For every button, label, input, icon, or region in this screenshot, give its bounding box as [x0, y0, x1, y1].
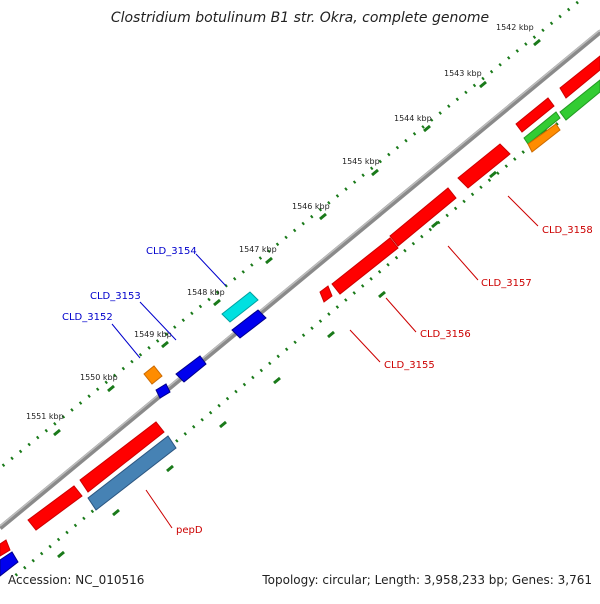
tick-label: 1551 kbp [26, 412, 64, 421]
major-tick [53, 428, 61, 437]
tick-label: 1544 kbp [394, 114, 432, 123]
gene-blue-small[interactable] [155, 383, 171, 399]
tick-label: 1542 kbp [496, 23, 534, 32]
inner-major-tick [327, 330, 335, 339]
gene-label-pepd: pepD [176, 525, 203, 536]
genome-backbone-highlight [0, 29, 600, 527]
gene-cld3157[interactable] [389, 187, 457, 247]
inner-major-tick [489, 170, 497, 179]
gene-blue-1548[interactable] [231, 309, 267, 339]
tick-label: 1545 kbp [342, 157, 380, 166]
gene-label-cld3156: CLD_3156 [420, 329, 471, 340]
gene-pepd[interactable] [87, 435, 177, 511]
gene-label-cld3152: CLD_3152 [62, 312, 113, 323]
tick-labels: 1542 kbp 1543 kbp 1544 kbp 1545 kbp 1546… [26, 23, 534, 421]
outer-dotted-line [0, 0, 579, 470]
tick-label: 1547 kbp [239, 245, 277, 254]
gene-blue-edge[interactable] [0, 551, 19, 577]
gene-green-2[interactable] [523, 111, 561, 145]
inner-major-tick [57, 550, 65, 559]
major-tick [319, 212, 327, 221]
leader-lines [111, 195, 539, 529]
genome-summary: Topology: circular; Length: 3,958,233 bp… [262, 573, 592, 587]
gene-cld3152[interactable] [143, 365, 163, 385]
inner-tick-track [9, 86, 600, 582]
gene-label-cld3154: CLD_3154 [146, 246, 197, 257]
inner-major-tick [166, 464, 174, 473]
gene-red-edge[interactable] [0, 539, 11, 557]
gene-red[interactable] [515, 97, 555, 133]
tick-label: 1549 kbp [134, 330, 172, 339]
leader-cld3153 [139, 301, 177, 341]
leader-cld3158 [507, 195, 539, 227]
inner-major-tick [378, 290, 386, 299]
gene-label-cld3153: CLD_3153 [90, 291, 141, 302]
major-tick [107, 384, 115, 393]
major-tick [161, 340, 169, 349]
gene-red-bottom-left[interactable] [27, 485, 83, 531]
outer-tick-track [0, 0, 579, 470]
gene-orange-right[interactable] [527, 123, 561, 153]
leader-pepd [145, 489, 173, 529]
tick-label: 1548 kbp [187, 288, 225, 297]
major-tick [479, 80, 487, 89]
gene-label-cld3158: CLD_3158 [542, 225, 593, 236]
gene-red-pepd-upper[interactable] [79, 421, 165, 493]
leader-cld3157 [447, 245, 479, 281]
gene-label-cld3155: CLD_3155 [384, 360, 435, 371]
gene-cld3158[interactable] [457, 143, 511, 189]
gene-cld3155[interactable] [319, 285, 333, 303]
map-title: Clostridium botulinum B1 str. Okra, comp… [110, 10, 490, 26]
gene-green[interactable] [559, 79, 600, 121]
gene-cld3153[interactable] [175, 355, 207, 383]
leader-cld3156 [385, 297, 417, 333]
inner-major-tick [273, 376, 281, 385]
major-tick [213, 298, 221, 307]
gene-red-top[interactable] [559, 55, 600, 99]
gene-cld3156[interactable] [331, 237, 399, 295]
major-tick [423, 124, 431, 133]
gene-labels: CLD_3154 CLD_3153 CLD_3152 CLD_3158 CLD_… [62, 225, 593, 536]
gene-cld3154[interactable] [221, 291, 259, 323]
accession-label: Accession: NC_010516 [8, 573, 145, 587]
inner-major-tick [431, 220, 439, 229]
inner-major-tick [219, 420, 227, 429]
gene-label-cld3157: CLD_3157 [481, 278, 532, 289]
leader-cld3152 [111, 323, 141, 359]
tick-label: 1543 kbp [444, 69, 482, 78]
major-tick [265, 256, 273, 265]
major-tick [371, 168, 379, 177]
leader-cld3155 [349, 329, 381, 363]
tick-label: 1550 kbp [80, 373, 118, 382]
forward-genes [143, 55, 600, 399]
leader-cld3154 [195, 253, 227, 287]
tick-label: 1546 kbp [292, 202, 330, 211]
genome-backbone [0, 30, 600, 530]
reverse-genes [0, 143, 511, 577]
inner-major-tick [112, 508, 120, 517]
major-tick [533, 38, 541, 47]
